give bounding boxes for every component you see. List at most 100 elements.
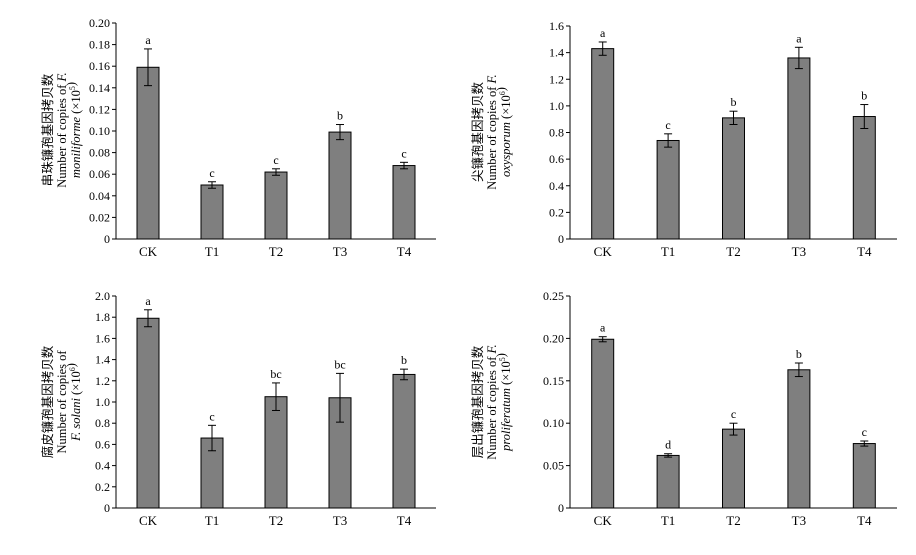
- x-tick-label: T3: [333, 513, 347, 528]
- y-tick-label: 0.04: [89, 189, 110, 203]
- bar-t4: [852, 443, 876, 509]
- x-tick-label: T1: [205, 513, 219, 528]
- bar-t4: [392, 373, 416, 509]
- chart-panel-1: 0 0.02 0.04 0.06 0.08 0.10 0.12 0.14 0.16 0.18 0.2…: [40, 16, 436, 259]
- bar-t3: [787, 369, 811, 509]
- y-axis-label: 尖镰孢基因拷贝数Number of copies of F.oxysporum …: [470, 74, 513, 189]
- x-tick-label: T3: [792, 244, 806, 259]
- y-tick-label: 0.14: [89, 81, 110, 95]
- y-tick-label: 1.8: [95, 310, 110, 324]
- y-tick-label: 1.6: [95, 331, 110, 345]
- y-tick-label: 1.2: [549, 72, 564, 86]
- x-tick-label: T4: [397, 513, 412, 528]
- significance-label: c: [862, 425, 867, 439]
- x-tick-label: T4: [857, 244, 872, 259]
- significance-label: b: [731, 95, 737, 109]
- bar-t3: [328, 131, 352, 240]
- y-tick-label: 0.4: [549, 179, 564, 193]
- x-tick-label: T2: [269, 513, 283, 528]
- significance-label: c: [665, 118, 670, 132]
- y-tick-label: 0.8: [95, 416, 110, 430]
- y-tick-label: 0.2: [95, 480, 110, 494]
- significance-label: c: [273, 153, 278, 167]
- y-axis-label: 串珠镰孢基因拷贝数Number of copies of F.monilifor…: [40, 72, 83, 187]
- y-tick-label: 1.4: [549, 46, 564, 60]
- y-tick-label: 1.6: [549, 19, 564, 33]
- significance-label: a: [145, 294, 151, 308]
- bar-t1: [656, 139, 680, 240]
- y-tick-label: 0.6: [95, 437, 110, 451]
- significance-label: a: [145, 33, 151, 47]
- x-tick-label: T2: [269, 244, 283, 259]
- y-tick-label: 0.15: [543, 374, 564, 388]
- x-tick-label: T1: [661, 244, 675, 259]
- y-tick-label: 0.05: [543, 459, 564, 473]
- x-tick-label: T4: [397, 244, 412, 259]
- x-tick-label: CK: [594, 244, 613, 259]
- y-tick-label: 0.10: [543, 416, 564, 430]
- significance-label: a: [600, 321, 606, 335]
- bar-t2: [722, 428, 745, 509]
- significance-label: b: [401, 353, 407, 367]
- y-tick-label: 0: [104, 501, 110, 515]
- y-tick-label: 0: [558, 501, 564, 515]
- x-tick-label: CK: [139, 244, 158, 259]
- significance-label: b: [861, 89, 867, 103]
- x-tick-label: T3: [792, 513, 806, 528]
- chart-panel-2: 0 0.2 0.4 0.6 0.8 1.0 1.2 1.4 1.6 a CK c T1 b T2 a T3 b T4…: [470, 19, 897, 259]
- x-tick-label: T3: [333, 244, 347, 259]
- y-tick-label: 0.6: [549, 152, 564, 166]
- y-axis-label: 层出镰孢基因拷贝数Number of copies of F.prolifera…: [470, 344, 513, 459]
- significance-label: b: [796, 347, 802, 361]
- significance-label: c: [209, 409, 214, 423]
- chart-panel-3: 0 0.2 0.4 0.6 0.8 1.0 1.2 1.4 1.6 1.8 2.0 a CK c T1 bc T…: [40, 289, 436, 528]
- y-tick-label: 0.16: [89, 59, 110, 73]
- bar-ck: [591, 338, 615, 509]
- y-tick-label: 0.10: [89, 124, 110, 138]
- x-tick-label: CK: [594, 513, 613, 528]
- x-tick-label: T2: [726, 513, 740, 528]
- y-tick-label: 0.20: [543, 331, 564, 345]
- bar-t4: [852, 116, 876, 240]
- significance-label: c: [401, 146, 406, 160]
- y-tick-label: 0.18: [89, 38, 110, 52]
- significance-label: b: [337, 109, 343, 123]
- y-tick-label: 0.02: [89, 210, 110, 224]
- significance-label: a: [796, 31, 802, 45]
- y-tick-label: 0.25: [543, 289, 564, 303]
- y-tick-label: 0.20: [89, 16, 110, 30]
- x-tick-label: T4: [857, 513, 872, 528]
- x-tick-label: CK: [139, 513, 158, 528]
- bar-t3: [787, 57, 811, 240]
- y-tick-label: 1.4: [95, 353, 110, 367]
- significance-label: c: [209, 166, 214, 180]
- chart-panel-4: 0 0.05 0.10 0.15 0.20 0.25 a CK d T1 c T2 b T3 c T4 层出镰孢…: [470, 289, 897, 528]
- y-tick-label: 0.2: [549, 205, 564, 219]
- y-axis-label: 腐皮镰孢基因拷贝数Number of copies ofF. solani (×…: [40, 345, 83, 458]
- bar-t2: [264, 396, 288, 509]
- bar-ck: [136, 66, 160, 240]
- y-tick-label: 0.12: [89, 102, 110, 116]
- y-tick-label: 1.0: [549, 99, 564, 113]
- bar-t1: [200, 184, 224, 240]
- significance-label: c: [731, 407, 736, 421]
- y-tick-label: 1.2: [95, 374, 110, 388]
- y-tick-label: 0.08: [89, 146, 110, 160]
- x-tick-label: T2: [726, 244, 740, 259]
- y-tick-label: 1.0: [95, 395, 110, 409]
- bar-t4: [392, 165, 416, 240]
- y-tick-label: 0.4: [95, 459, 110, 473]
- significance-label: a: [600, 26, 606, 40]
- bar-t1: [656, 454, 680, 509]
- x-tick-label: T1: [205, 244, 219, 259]
- y-tick-label: 0: [104, 232, 110, 246]
- bar-t2: [264, 171, 288, 240]
- bar-ck: [136, 317, 160, 509]
- significance-label: d: [665, 438, 671, 452]
- significance-label: bc: [270, 367, 281, 381]
- y-tick-label: 0: [558, 232, 564, 246]
- y-tick-label: 0.8: [549, 126, 564, 140]
- bar-ck: [591, 48, 615, 240]
- y-tick-label: 0.06: [89, 167, 110, 181]
